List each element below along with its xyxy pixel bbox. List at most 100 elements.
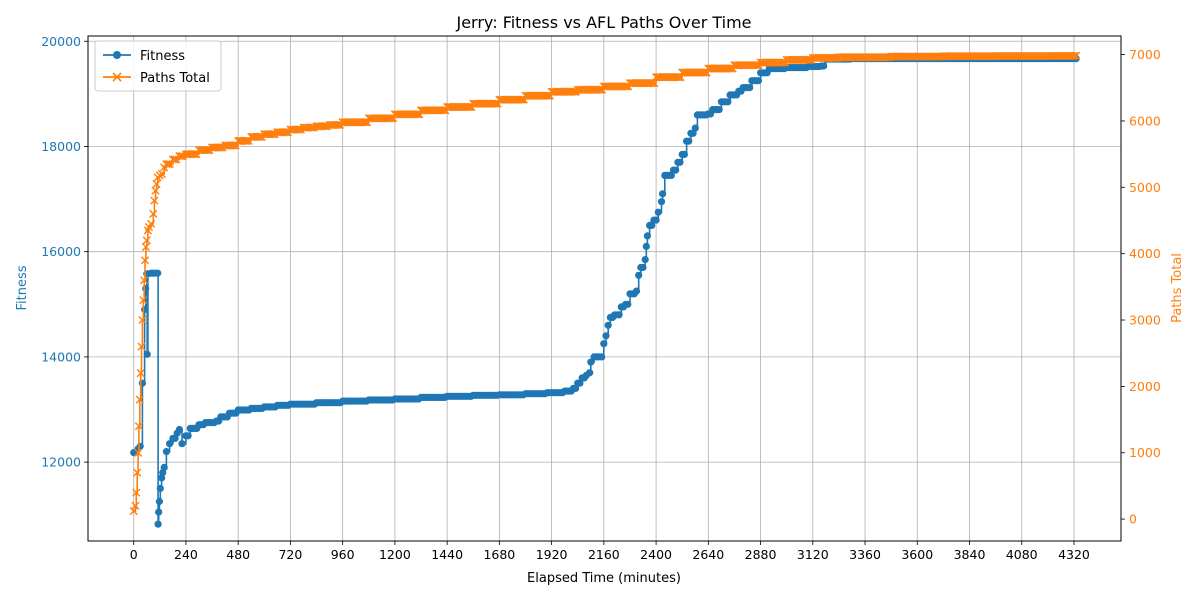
legend-label-fitness: Fitness bbox=[140, 49, 185, 64]
fitness-point bbox=[598, 353, 606, 361]
y-left-tick-label: 18000 bbox=[41, 139, 81, 154]
fitness-point bbox=[141, 305, 149, 314]
fitness-point bbox=[604, 321, 612, 329]
legend-box bbox=[94, 40, 222, 92]
paths-point bbox=[214, 143, 224, 152]
paths-point bbox=[1069, 51, 1079, 61]
x-tick-label: 2880 bbox=[745, 547, 777, 562]
x-tick-label: 1680 bbox=[483, 547, 515, 562]
paths-point bbox=[139, 296, 148, 305]
fitness-point bbox=[659, 190, 667, 198]
paths-point bbox=[281, 128, 291, 137]
paths-point bbox=[135, 395, 144, 404]
paths-point bbox=[175, 152, 184, 161]
paths-point bbox=[1072, 51, 1081, 60]
paths-point bbox=[268, 130, 278, 139]
x-tick-label: 4320 bbox=[1058, 547, 1090, 562]
paths-point bbox=[295, 125, 304, 134]
y-left-tick-label: 14000 bbox=[41, 349, 81, 364]
paths-point bbox=[463, 102, 473, 112]
fitness-point bbox=[680, 150, 689, 158]
y-right-tick-label: 6000 bbox=[1129, 113, 1161, 128]
grid bbox=[88, 36, 1121, 541]
x-tick-label: 2640 bbox=[692, 547, 724, 562]
fitness-point bbox=[178, 440, 186, 448]
paths-point bbox=[147, 219, 156, 228]
paths-point bbox=[332, 120, 341, 130]
x-tick-label: 3120 bbox=[797, 547, 829, 562]
y-right-tick-label: 4000 bbox=[1129, 246, 1161, 261]
y-axis-left: 12000 14000 16000 18000 20000 bbox=[41, 34, 88, 470]
paths-point bbox=[150, 196, 159, 205]
fitness-point bbox=[166, 440, 174, 448]
fitness-point bbox=[184, 432, 192, 440]
fitness-point bbox=[632, 287, 641, 295]
fitness-point bbox=[602, 332, 610, 340]
paths-point bbox=[699, 68, 708, 77]
fitness-point bbox=[586, 369, 594, 377]
y-left-tick-label: 20000 bbox=[41, 34, 81, 49]
fitness-point bbox=[672, 166, 680, 174]
x-axis: 0 240 480 720 960 1200 1440 1680 1920 2160 2400 264… bbox=[130, 541, 1090, 562]
fitness-point bbox=[162, 448, 170, 456]
paths-point bbox=[162, 159, 171, 169]
x-tick-label: 720 bbox=[278, 547, 302, 562]
fitness-point bbox=[685, 137, 693, 145]
y-left-tick-label: 16000 bbox=[41, 244, 81, 259]
paths-point bbox=[568, 87, 577, 96]
y-left-tick-label: 12000 bbox=[41, 455, 81, 470]
paths-point bbox=[134, 422, 144, 431]
paths-point bbox=[334, 120, 343, 130]
x-tick-label: 4080 bbox=[1006, 547, 1038, 562]
fitness-point bbox=[691, 124, 699, 132]
paths-point bbox=[177, 152, 186, 161]
fitness-point bbox=[654, 208, 662, 216]
x-tick-label: 240 bbox=[174, 547, 198, 562]
fitness-point bbox=[587, 358, 595, 366]
legend-label-paths: Paths Total bbox=[140, 71, 210, 86]
x-tick-label: 480 bbox=[226, 547, 250, 562]
paths-point bbox=[138, 315, 147, 325]
paths-point bbox=[140, 256, 150, 265]
legend: Fitness Paths Total bbox=[94, 40, 222, 92]
paths-point bbox=[188, 150, 198, 159]
y-right-tick-label: 2000 bbox=[1129, 379, 1161, 394]
x-tick-label: 3360 bbox=[849, 547, 881, 562]
fitness-point bbox=[715, 106, 723, 114]
x-tick-label: 0 bbox=[130, 547, 138, 562]
paths-point bbox=[594, 85, 603, 94]
series-layer bbox=[129, 51, 1081, 528]
paths-point bbox=[129, 507, 138, 516]
fitness-point bbox=[624, 300, 632, 308]
y-axis-left-label: Fitness bbox=[15, 265, 30, 310]
paths-point bbox=[216, 143, 225, 152]
fitness-point bbox=[142, 284, 150, 293]
y-right-tick-label: 7000 bbox=[1129, 47, 1161, 62]
paths-point bbox=[725, 64, 734, 73]
paths-point bbox=[142, 236, 151, 245]
fitness-point bbox=[641, 256, 649, 264]
paths-point bbox=[136, 369, 145, 378]
paths-point bbox=[319, 122, 328, 131]
paths-point bbox=[359, 118, 368, 127]
fitness-point bbox=[754, 77, 763, 85]
x-axis-label: Elapsed Time (minutes) bbox=[527, 571, 681, 586]
paths-point bbox=[149, 209, 158, 218]
y-axis-right: 0 1000 2000 3000 4000 5000 6000 7000 bbox=[1121, 47, 1161, 527]
legend-item-fitness: Fitness bbox=[103, 49, 185, 64]
fitness-point bbox=[639, 263, 647, 272]
paths-point bbox=[132, 488, 141, 497]
fitness-point bbox=[643, 232, 652, 240]
fitness-point bbox=[657, 198, 666, 206]
fitness-point bbox=[175, 425, 183, 434]
fitness-point bbox=[724, 98, 732, 106]
fitness-point bbox=[676, 158, 684, 166]
paths-point bbox=[254, 132, 263, 141]
y-right-tick-label: 0 bbox=[1129, 512, 1137, 527]
paths-point bbox=[151, 186, 160, 195]
fitness-point bbox=[160, 463, 168, 471]
paths-point bbox=[168, 155, 177, 164]
x-tick-label: 2160 bbox=[588, 547, 620, 562]
x-tick-label: 960 bbox=[331, 547, 355, 562]
